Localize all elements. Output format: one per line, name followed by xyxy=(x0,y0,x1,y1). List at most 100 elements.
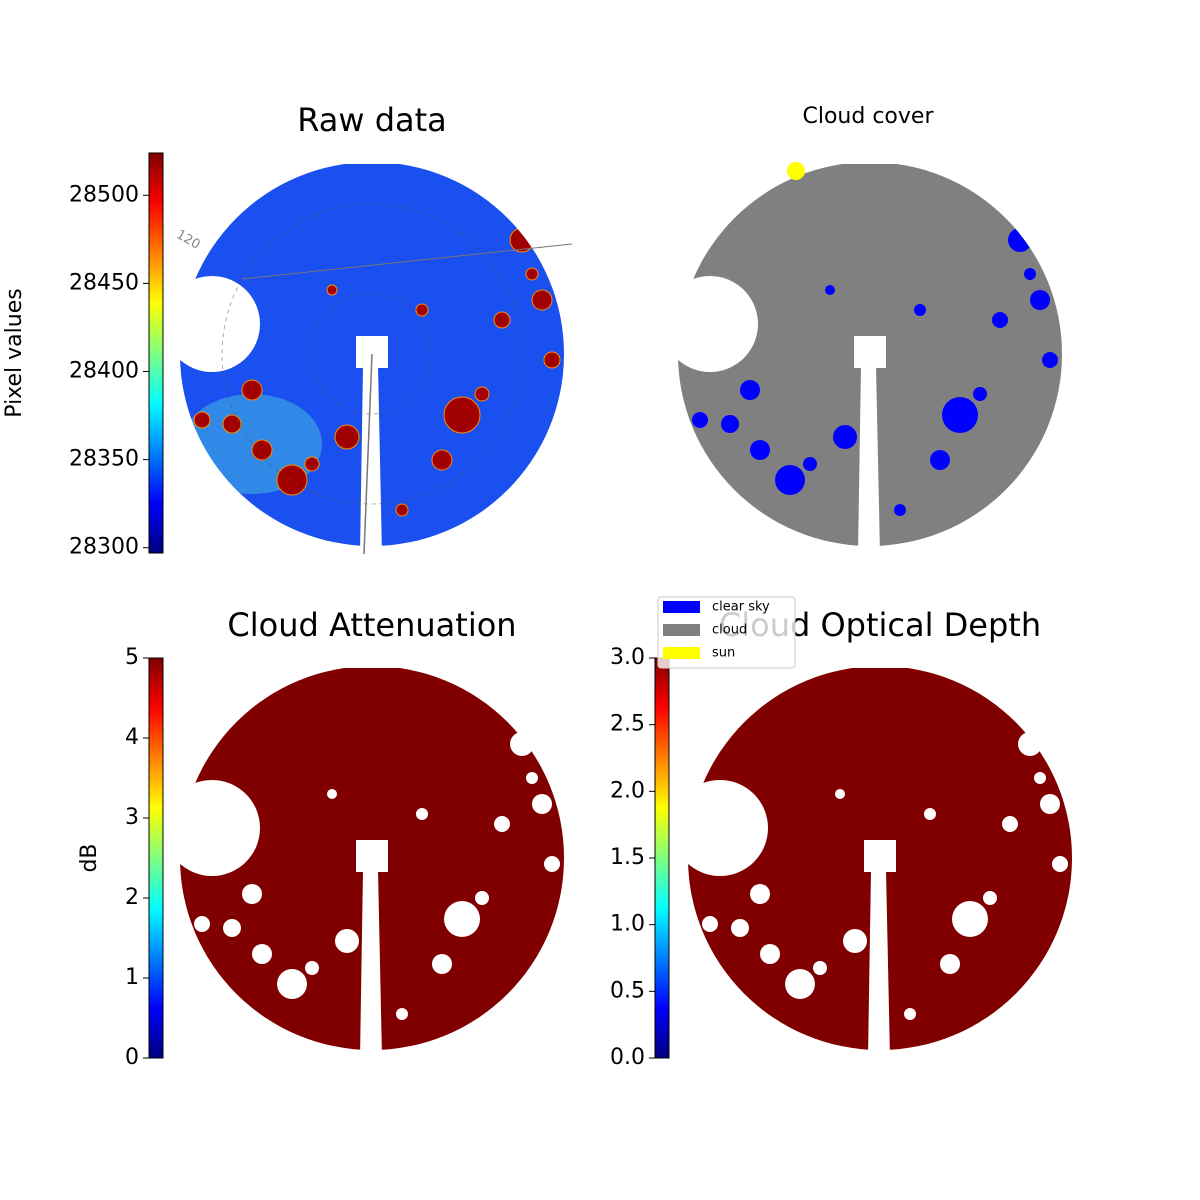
sky-blob xyxy=(276,464,308,496)
sky-blob xyxy=(494,816,510,832)
colorbar-tick-label: 28450 xyxy=(69,270,139,295)
sky-blob xyxy=(813,961,827,975)
sky-masked xyxy=(172,154,572,554)
sky-masked xyxy=(670,154,1070,554)
sky-blob xyxy=(222,414,242,434)
sky-masked xyxy=(172,658,572,1058)
sun-marker xyxy=(787,162,805,180)
sky-blob xyxy=(914,304,926,316)
sky-blob xyxy=(803,457,817,471)
sky-blob xyxy=(415,303,429,317)
legend-label: cloud xyxy=(712,623,747,638)
sky-image xyxy=(172,658,572,1058)
panel-title: Cloud Attenuation xyxy=(227,606,516,644)
colorbar-tick-label: 28350 xyxy=(69,447,139,472)
sky-blob xyxy=(825,285,835,295)
sky-blob xyxy=(327,789,337,799)
legend-patch xyxy=(663,624,700,636)
sky-blob xyxy=(940,954,960,974)
colorbar xyxy=(148,657,164,1059)
sky-blob xyxy=(241,379,263,401)
sky-image xyxy=(172,154,573,555)
colorbar-tick-label: 4 xyxy=(125,725,139,750)
sky-blob xyxy=(775,465,805,495)
sky-blob xyxy=(251,439,273,461)
colorbar-label: dB xyxy=(77,843,102,872)
panel-title: Cloud cover xyxy=(803,104,935,129)
colorbar-tick-label: 1 xyxy=(125,965,139,990)
sky-image xyxy=(680,658,1080,1058)
colorbar-tick-label: 0.0 xyxy=(610,1045,645,1070)
sky-blob xyxy=(731,919,749,937)
sky-blob xyxy=(509,227,535,253)
sky-blob xyxy=(525,267,539,281)
sky-blob xyxy=(475,891,489,905)
sky-background xyxy=(680,658,1080,1058)
colorbar-tick-label: 2 xyxy=(125,885,139,910)
sky-blob xyxy=(1008,228,1032,252)
sky-blob xyxy=(194,916,210,932)
sky-blob xyxy=(334,424,360,450)
sky-blob xyxy=(277,969,307,999)
sky-blob xyxy=(992,312,1008,328)
sky-blob xyxy=(416,808,428,820)
sky-blob xyxy=(526,772,538,784)
sky-blob xyxy=(1024,268,1036,280)
sky-blob xyxy=(843,929,867,953)
sky-blob xyxy=(493,311,511,329)
colorbar-tick-label: 1.0 xyxy=(610,912,645,937)
sky-blob xyxy=(252,944,272,964)
sky-blob xyxy=(702,916,718,932)
sky-blob xyxy=(431,449,453,471)
colorbar-tick-label: 28400 xyxy=(69,359,139,384)
sky-blob xyxy=(894,504,906,516)
sky-blob xyxy=(304,456,320,472)
sky-blob xyxy=(1018,732,1042,756)
colorbar-tick-label: 1.5 xyxy=(610,845,645,870)
legend-patch xyxy=(663,647,700,659)
sky-blob xyxy=(904,1008,916,1020)
sky-blob xyxy=(396,1008,408,1020)
sky-blob xyxy=(444,901,480,937)
sky-blob xyxy=(474,386,490,402)
legend-patch xyxy=(663,601,700,613)
colorbar-tick-label: 0.5 xyxy=(610,978,645,1003)
panel-title: Raw data xyxy=(297,101,447,139)
colorbar-tick-label: 3 xyxy=(125,805,139,830)
colorbar-tick-label: 0 xyxy=(125,1045,139,1070)
sky-blob xyxy=(443,396,481,434)
sky-blob xyxy=(930,450,950,470)
sky-blob xyxy=(532,794,552,814)
sky-blob xyxy=(395,503,409,517)
colorbar-tick-label: 28300 xyxy=(69,535,139,560)
sky-blob xyxy=(785,969,815,999)
sky-blob xyxy=(432,954,452,974)
sky-blob xyxy=(835,789,845,799)
sky-background xyxy=(172,658,572,1058)
colorbar xyxy=(148,152,164,554)
sky-blob xyxy=(305,961,319,975)
polar-grid xyxy=(221,203,523,505)
polar-axis xyxy=(241,243,573,280)
sky-blob xyxy=(750,440,770,460)
sky-blob xyxy=(952,901,988,937)
colorbar-tick-label: 3.0 xyxy=(610,645,645,670)
sky-blob xyxy=(942,397,978,433)
sky-blob xyxy=(543,351,561,369)
legend: clear sky cloud sun xyxy=(657,596,796,669)
colorbar-tick-label: 2.0 xyxy=(610,778,645,803)
sky-blob xyxy=(750,884,770,904)
sky-blob xyxy=(983,891,997,905)
sky-blob xyxy=(1052,856,1068,872)
sky-blob xyxy=(973,387,987,401)
sky-masked xyxy=(680,658,1080,1058)
legend-label: clear sky xyxy=(712,600,770,615)
sky-blob xyxy=(721,415,739,433)
sky-blob xyxy=(924,808,936,820)
colorbar xyxy=(654,657,670,1059)
sky-blob xyxy=(760,944,780,964)
sky-blob xyxy=(223,919,241,937)
colorbar-tick-label: 28500 xyxy=(69,182,139,207)
sky-image xyxy=(670,154,1070,554)
